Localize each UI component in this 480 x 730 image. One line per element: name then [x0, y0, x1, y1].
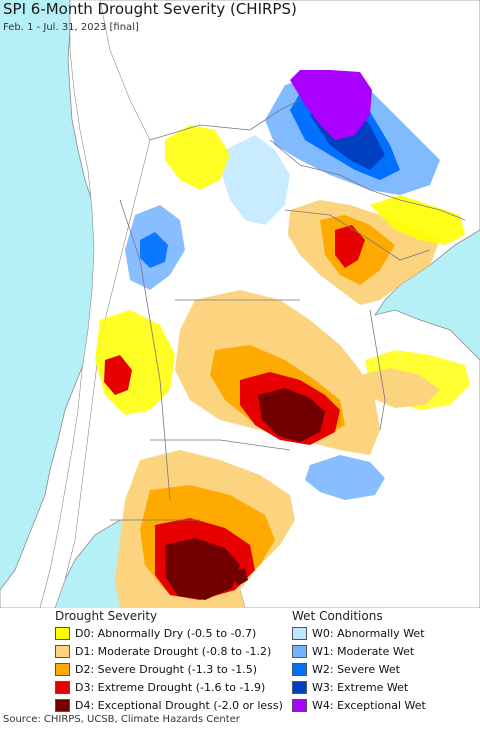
border-bolivia — [149, 99, 301, 141]
swatch-w4 — [292, 699, 307, 712]
swatch-d3 — [55, 681, 70, 694]
legend-label-d2: D2: Severe Drought (-1.3 to -1.5) — [75, 663, 258, 676]
border-uruguay-river — [369, 309, 386, 431]
border-paraguay-north — [269, 139, 466, 221]
legend-item-w1: W1: Moderate Wet — [292, 645, 414, 658]
swatch-d4 — [55, 699, 70, 712]
legend-item-w3: W3: Extreme Wet — [292, 681, 408, 694]
legend-item-w2: W2: Severe Wet — [292, 663, 400, 676]
drought-d0-north — [165, 125, 230, 190]
legend-label-d4: D4: Exceptional Drought (-2.0 or less) — [75, 699, 283, 712]
drought-d1-uruguay — [360, 368, 440, 408]
swatch-w2 — [292, 663, 307, 676]
legend-label-w2: W2: Severe Wet — [312, 663, 400, 676]
legend-item-d3: D3: Extreme Drought (-1.6 to -1.9) — [55, 681, 265, 694]
source-credit: Source: CHIRPS, UCSB, Climate Hazards Ce… — [3, 714, 240, 725]
drought-d4-south — [165, 538, 240, 600]
legend-label-d3: D3: Extreme Drought (-1.6 to -1.9) — [75, 681, 266, 694]
map-svg — [0, 0, 480, 608]
legend-item-d0: D0: Abnormally Dry (-0.5 to -0.7) — [55, 627, 256, 640]
legend-item-d2: D2: Severe Drought (-1.3 to -1.5) — [55, 663, 257, 676]
legend-label-w3: W3: Extreme Wet — [312, 681, 409, 694]
legend-drought-heading: Drought Severity — [55, 609, 158, 623]
swatch-w3 — [292, 681, 307, 694]
legend-label-w4: W4: Exceptional Wet — [312, 699, 426, 712]
drought-d0-east — [370, 195, 465, 245]
wet-w2-west — [140, 232, 168, 268]
borders — [110, 99, 466, 521]
map-title: SPI 6-Month Drought Severity (CHIRPS) — [3, 0, 297, 18]
border-paraguay-south — [284, 209, 431, 261]
legend-label-w1: W1: Moderate Wet — [312, 645, 415, 658]
wet-w1-south — [305, 455, 385, 500]
swatch-d1 — [55, 645, 70, 658]
swatch-d0 — [55, 627, 70, 640]
drought-d4-central — [258, 388, 325, 442]
drought-map — [0, 0, 480, 608]
wet-w4-north — [290, 70, 372, 140]
legend: Drought Severity Wet Conditions D0: Abno… — [0, 608, 480, 712]
swatch-w0 — [292, 627, 307, 640]
legend-label-d0: D0: Abnormally Dry (-0.5 to -0.7) — [75, 627, 257, 640]
legend-wet-heading: Wet Conditions — [292, 609, 383, 623]
legend-item-w4: W4: Exceptional Wet — [292, 699, 426, 712]
swatch-w1 — [292, 645, 307, 658]
legend-item-w0: W0: Abnormally Wet — [292, 627, 425, 640]
swatch-d2 — [55, 663, 70, 676]
legend-label-w0: W0: Abnormally Wet — [312, 627, 425, 640]
legend-item-d1: D1: Moderate Drought (-0.8 to -1.2) — [55, 645, 271, 658]
drought-d4-coast — [230, 568, 248, 586]
wet-w0-north — [222, 135, 290, 225]
legend-item-d4: D4: Exceptional Drought (-2.0 or less) — [55, 699, 283, 712]
chile-strip — [39, 0, 151, 608]
border-province-2 — [150, 439, 291, 451]
map-subtitle: Feb. 1 - Jul. 31, 2023 [final] — [3, 22, 139, 33]
legend-label-d1: D1: Moderate Drought (-0.8 to -1.2) — [75, 645, 272, 658]
drought-d3-northeast — [335, 225, 365, 268]
drought-d3-west — [104, 355, 132, 395]
border-andes — [119, 199, 171, 501]
